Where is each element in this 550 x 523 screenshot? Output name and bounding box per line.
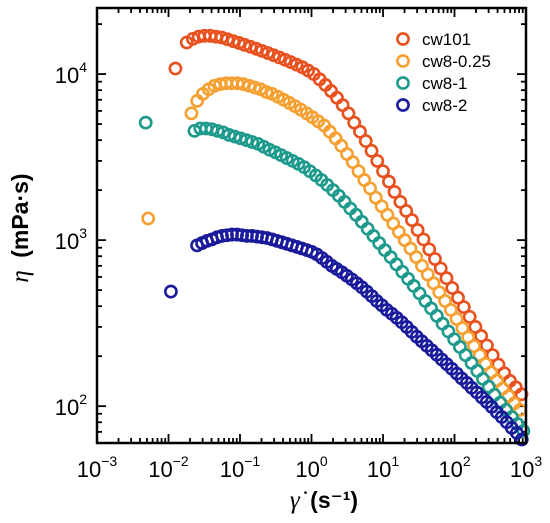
- data-point: [416, 232, 431, 247]
- y-axis-open-paren: (: [7, 250, 33, 258]
- legend: cw101 cw8-0.25 cw8-1 cw8-2: [396, 30, 491, 115]
- data-point: [245, 135, 260, 149]
- legend-marker: [396, 98, 410, 112]
- x-tick-label: 10−2: [148, 453, 189, 482]
- data-point: [220, 32, 235, 47]
- y-axis-unit: mPa·s: [7, 181, 33, 250]
- legend-label: cw8-0.25: [422, 52, 491, 71]
- y-tick-label: 103: [55, 225, 87, 254]
- y-axis-close-paren: ): [7, 173, 33, 181]
- data-point: [214, 30, 229, 45]
- legend-item: cw8-2: [396, 96, 467, 115]
- legend-marker: [396, 76, 410, 90]
- y-axis-symbol: η: [7, 270, 34, 282]
- plot-frame: [95, 6, 528, 445]
- data-point: [422, 242, 437, 257]
- data-point: [435, 316, 450, 331]
- data-point: [370, 153, 385, 168]
- legend-item: cw8-1: [396, 74, 467, 93]
- x-tick-label: 103: [510, 453, 542, 482]
- x-axis-close-paren: ): [350, 487, 358, 513]
- legend-marker: [396, 54, 410, 68]
- x-tick-label: 102: [438, 453, 470, 482]
- legend-marker: [396, 32, 410, 46]
- legend-item: cw8-0.25: [396, 52, 491, 71]
- legend-label: cw8-2: [422, 96, 467, 115]
- y-tick-label: 102: [55, 391, 87, 420]
- data-point: [387, 185, 402, 199]
- y-axis-title: η (mPa·s): [7, 173, 34, 282]
- series-cw101: [168, 28, 529, 402]
- series-cw8-1: [138, 115, 531, 438]
- data-point: [405, 213, 419, 227]
- x-tick-label: 10−3: [77, 453, 118, 482]
- data-point: [485, 348, 500, 363]
- data-point: [184, 106, 199, 121]
- data-point: [462, 309, 477, 324]
- x-axis-symbol: γ̇: [290, 487, 308, 514]
- data-point: [480, 338, 494, 353]
- y-axis-tick-labels: 102 103 104: [55, 59, 87, 420]
- data-point: [376, 164, 390, 179]
- x-tick-label: 10−1: [220, 453, 261, 482]
- data-point: [210, 123, 225, 138]
- data-point: [163, 284, 178, 299]
- legend-label: cw101: [422, 30, 471, 49]
- data-point: [456, 300, 471, 315]
- x-axis-open-paren: (: [310, 487, 318, 513]
- data-point: [364, 143, 379, 158]
- data-point: [410, 223, 425, 237]
- data-point: [233, 131, 248, 146]
- y-tick-label: 104: [55, 59, 87, 88]
- data-point: [168, 61, 183, 76]
- data-point: [363, 181, 377, 196]
- x-tick-label: 100: [295, 453, 327, 482]
- x-tick-label: 101: [367, 453, 399, 482]
- data-point: [141, 211, 156, 226]
- data-point: [382, 174, 396, 189]
- data-point: [247, 80, 262, 95]
- legend-label: cw8-1: [422, 74, 467, 93]
- x-axis-unit: s⁻¹: [318, 487, 351, 513]
- series-cw8-0.25: [141, 76, 527, 417]
- data-point: [514, 432, 529, 447]
- data-point: [474, 328, 489, 343]
- series-layer: [138, 28, 531, 447]
- x-axis-title: γ̇ (s⁻¹): [290, 487, 358, 514]
- data-point: [451, 290, 465, 305]
- data-point: [433, 261, 448, 276]
- series-cw8-2: [163, 227, 529, 447]
- data-point: [358, 134, 373, 148]
- data-point: [138, 115, 153, 130]
- data-point: [445, 281, 460, 295]
- data-point: [428, 252, 442, 266]
- data-point: [439, 271, 454, 286]
- legend-item: cw101: [396, 30, 471, 49]
- x-axis-tick-labels: 10−3 10−2 10−1 100 101 102 103: [77, 453, 543, 482]
